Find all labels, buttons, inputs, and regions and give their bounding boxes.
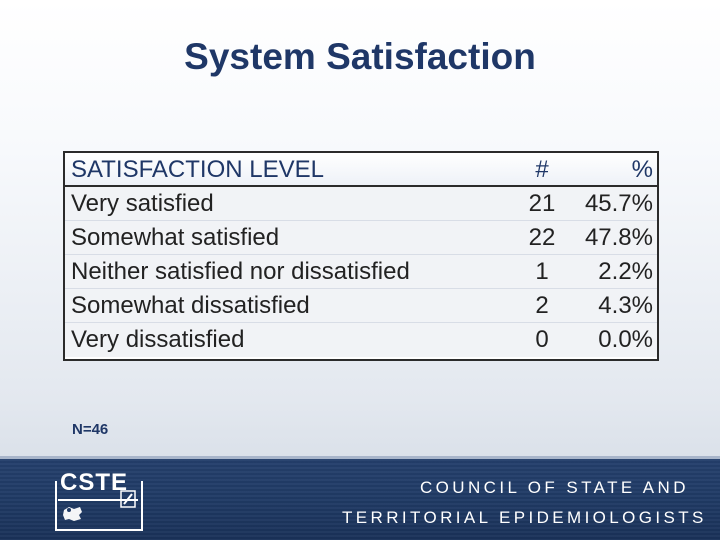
pen-icon (120, 490, 136, 508)
slide-title: System Satisfaction (184, 36, 536, 77)
count-cell: 22 (528, 224, 556, 251)
percent-cell: 47.8% (584, 224, 653, 251)
table-row: Very dissatisfied 0 0.0% (65, 323, 657, 357)
satisfaction-level-cell: Very satisfied (71, 190, 214, 217)
percent-cell: 2.2% (598, 258, 653, 285)
count-cell: 2 (535, 292, 549, 319)
organization-line-2: TERRITORIAL EPIDEMIOLOGISTS (342, 508, 707, 527)
satisfaction-table: SATISFACTION LEVEL # % Very satisfied 21… (63, 151, 659, 361)
logo-underline (58, 499, 138, 501)
table-row: Somewhat dissatisfied 2 4.3% (65, 289, 657, 323)
map-icon (63, 507, 82, 521)
percent-cell: 4.3% (598, 292, 653, 319)
satisfaction-level-cell: Neither satisfied nor dissatisfied (71, 258, 410, 285)
satisfaction-level-cell: Somewhat dissatisfied (71, 292, 310, 319)
organization-line-1: COUNCIL OF STATE AND (420, 478, 689, 497)
cste-logo-box (55, 481, 143, 531)
header-count: # (535, 156, 549, 183)
satisfaction-level-cell: Very dissatisfied (71, 326, 245, 353)
footer-banner: CSTE COUNCIL OF STATE AND TERRITORIAL EP… (0, 456, 720, 540)
count-cell: 21 (528, 190, 556, 217)
header-percent: % (631, 156, 653, 183)
count-cell: 1 (535, 258, 549, 285)
table-row: Somewhat satisfied 22 47.8% (65, 221, 657, 255)
percent-cell: 0.0% (598, 326, 653, 353)
table-row: Neither satisfied nor dissatisfied 1 2.2… (65, 255, 657, 289)
sample-size-note: N=46 (72, 421, 109, 438)
count-cell: 0 (535, 326, 549, 353)
table-row: Very satisfied 21 45.7% (65, 187, 657, 221)
percent-cell: 45.7% (584, 190, 653, 217)
cste-logo-text: CSTE (60, 469, 129, 496)
satisfaction-level-cell: Somewhat satisfied (71, 224, 280, 251)
header-satisfaction-level: SATISFACTION LEVEL (71, 156, 324, 183)
table-header-row: SATISFACTION LEVEL # % (65, 153, 657, 187)
